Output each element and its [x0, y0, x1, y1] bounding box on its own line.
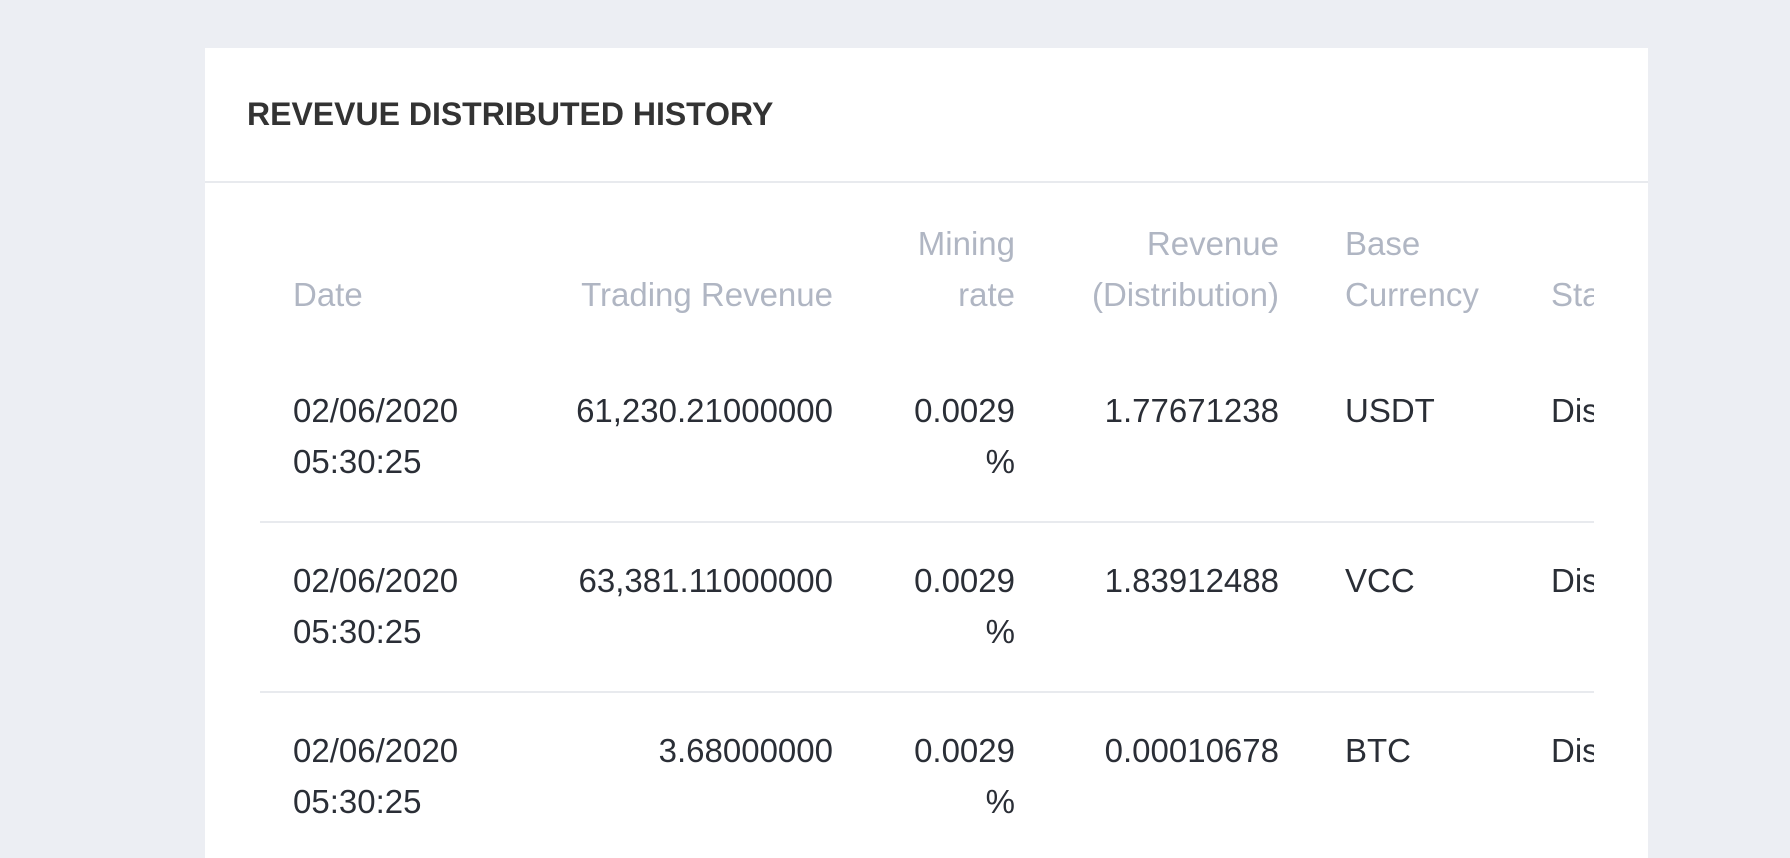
- column-header: Date: [293, 276, 363, 313]
- card-title: REVEVUE DISTRIBUTED HISTORY: [247, 96, 774, 132]
- table-cell: USDT: [1345, 392, 1435, 429]
- table-cell: 3.68000000: [658, 732, 833, 769]
- table-cell: 02/06/2020 05:30:25: [293, 562, 459, 650]
- table-cell: 02/06/2020 05:30:25: [293, 732, 459, 820]
- table-cell: 1.83912488: [1104, 562, 1279, 599]
- column-header: Base Currency: [1345, 225, 1479, 313]
- column-header: Mining rate: [917, 225, 1015, 313]
- table-cell: 0.0029 %: [914, 392, 1015, 480]
- table-cell: 63,381.11000000: [578, 562, 833, 599]
- table-cell: 1.77671238: [1104, 392, 1279, 429]
- row-divider: [260, 691, 1594, 693]
- table-cell: 0.0029 %: [914, 732, 1015, 820]
- column-header: Revenue (Distribution): [1091, 225, 1279, 313]
- table-cell: Dis: [1551, 732, 1594, 769]
- column-header: Sta: [1551, 276, 1594, 313]
- table-cell: 61,230.21000000: [576, 392, 833, 429]
- table-cell: BTC: [1345, 732, 1411, 769]
- table-cell: 0.0029 %: [914, 562, 1015, 650]
- row-divider: [260, 521, 1594, 523]
- table-cell: 0.00010678: [1104, 732, 1279, 769]
- table-cell: Dis: [1551, 562, 1594, 599]
- table-cell: VCC: [1345, 562, 1415, 599]
- history-card: REVEVUE DISTRIBUTED HISTORY Date Trading …: [205, 48, 1648, 858]
- table-cell: Dis: [1551, 392, 1594, 429]
- table-cell: 02/06/2020 05:30:25: [293, 392, 459, 480]
- header-divider: [205, 181, 1648, 183]
- column-header: Trading Revenue: [581, 276, 833, 313]
